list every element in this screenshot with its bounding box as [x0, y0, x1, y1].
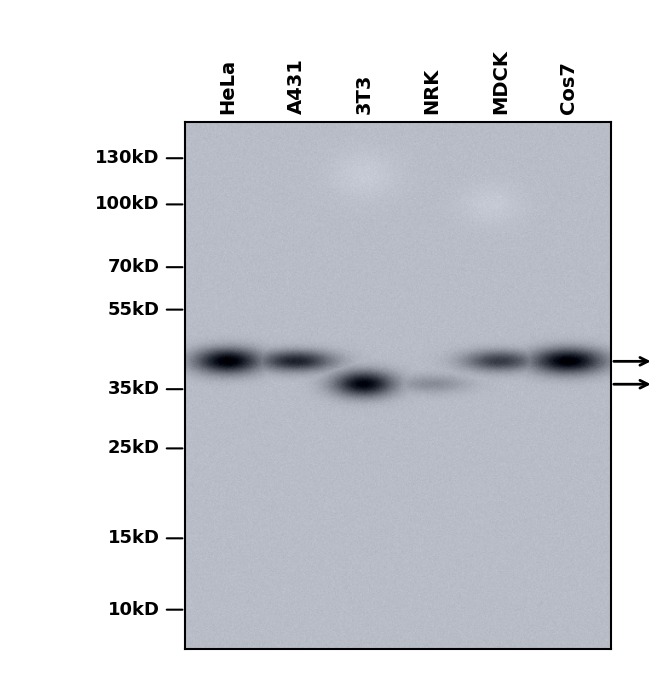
Text: 3T3: 3T3 [354, 74, 374, 114]
Text: A431: A431 [287, 58, 305, 114]
Text: 130kD: 130kD [95, 149, 160, 167]
Text: MDCK: MDCK [491, 49, 510, 114]
Text: 15kD: 15kD [108, 529, 160, 548]
Text: 10kD: 10kD [108, 601, 160, 619]
Text: NRK: NRK [422, 68, 442, 114]
Text: HeLa: HeLa [218, 59, 237, 114]
Text: Cos7: Cos7 [559, 61, 578, 114]
Text: 55kD: 55kD [108, 301, 160, 318]
Text: 25kD: 25kD [108, 439, 160, 458]
Text: 100kD: 100kD [95, 195, 160, 214]
Text: 35kD: 35kD [108, 380, 160, 398]
Text: 70kD: 70kD [108, 258, 160, 276]
